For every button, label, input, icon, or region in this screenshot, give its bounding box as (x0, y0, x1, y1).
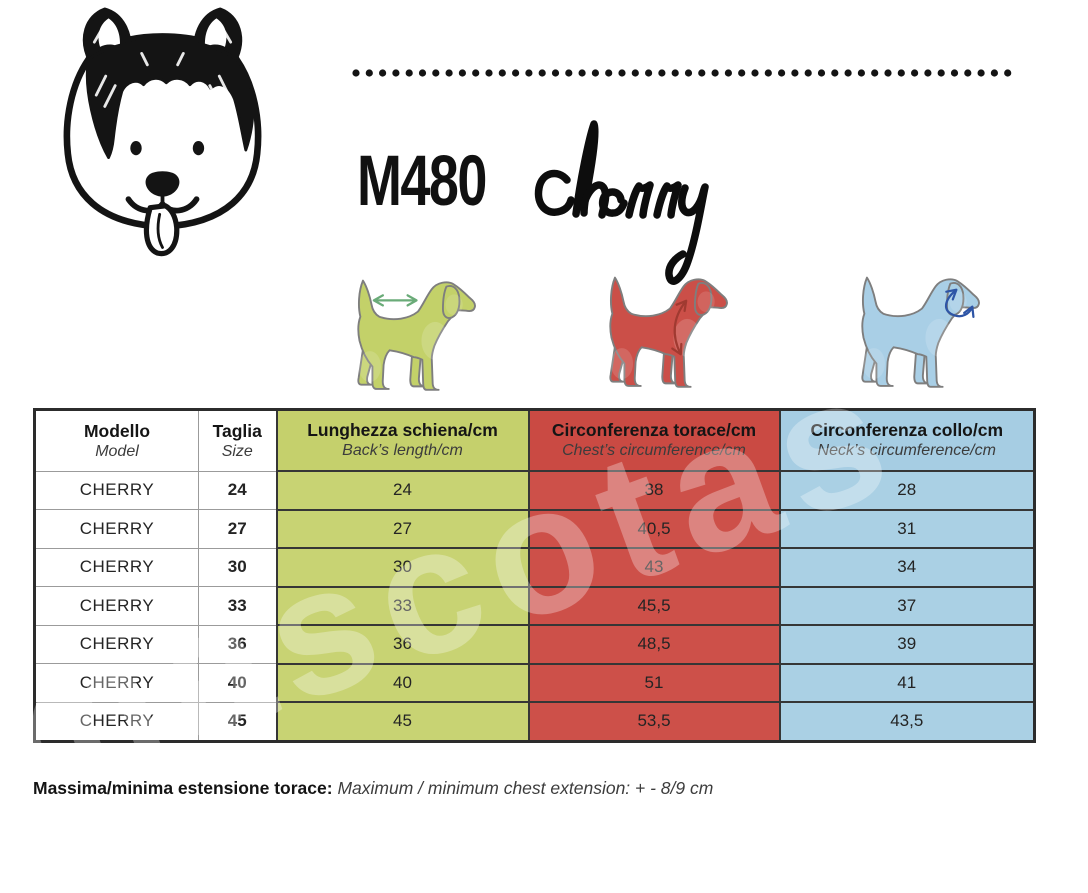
table-header-row: Modello Model Taglia Size Lunghezza schi… (34, 408, 1036, 472)
table-row: CHERRY 45 45 53,5 43,5 (34, 701, 1036, 742)
column-sublabel: Size (221, 442, 253, 460)
footnote-italian: Massima/minima estensione torace: (33, 778, 333, 798)
dog-back-length-icon (357, 279, 476, 391)
cell-size: 24 (198, 470, 277, 510)
column-sublabel: Chest’s circumference/cm (562, 442, 746, 460)
cell-chest-girth: 38 (527, 470, 781, 511)
cell-size: 27 (198, 509, 277, 549)
table-row: CHERRY 30 30 43 34 (34, 547, 1036, 588)
cell-back-length: 30 (275, 547, 530, 588)
footnote: Massima/minima estensione torace: Maximu… (33, 778, 713, 799)
cell-model: CHERRY (34, 547, 199, 587)
cell-back-length: 36 (275, 624, 530, 665)
cell-back-length: 40 (275, 662, 530, 703)
column-sublabel: Model (95, 442, 139, 460)
product-code: M480 (357, 142, 487, 221)
cell-model: CHERRY (34, 470, 199, 510)
cell-neck-girth: 34 (778, 547, 1036, 588)
column-label: Taglia (212, 420, 262, 441)
table-row: CHERRY 24 24 38 28 (34, 470, 1036, 511)
column-label: Lunghezza schiena/cm (307, 420, 498, 441)
cell-back-length: 45 (275, 701, 530, 742)
column-label: Circonferenza torace/cm (551, 420, 757, 441)
dotted-divider-icon (352, 69, 1024, 77)
cell-neck-girth: 43,5 (778, 701, 1036, 742)
cell-back-length: 27 (275, 508, 530, 549)
table-row: CHERRY 40 40 51 41 (34, 662, 1036, 703)
cell-chest-girth: 45,5 (527, 585, 781, 626)
cell-chest-girth: 51 (527, 662, 781, 703)
dog-neck-girth-icon (861, 276, 980, 388)
cell-chest-girth: 53,5 (527, 701, 781, 742)
husky-head-icon (63, 7, 262, 257)
column-sublabel: Neck’s circumference/cm (817, 442, 996, 460)
table-row: CHERRY 36 36 48,5 39 (34, 624, 1036, 665)
cell-model: CHERRY (34, 663, 199, 703)
column-sublabel: Back’s length/cm (342, 442, 463, 460)
footnote-english: Maximum / minimum chest extension: + - 8… (337, 778, 714, 798)
cell-model: CHERRY (34, 586, 199, 626)
cell-size: 40 (198, 663, 277, 703)
cell-neck-girth: 31 (778, 508, 1036, 549)
cell-neck-girth: 41 (778, 662, 1036, 703)
cell-model: CHERRY (34, 624, 199, 664)
column-label: Circonferenza collo/cm (810, 420, 1004, 441)
cell-size: 36 (198, 624, 277, 664)
size-table: Modello Model Taglia Size Lunghezza schi… (33, 408, 1036, 743)
cell-size: 33 (198, 586, 277, 626)
cell-size: 45 (198, 701, 277, 742)
header-cell-chest-girth: Circonferenza torace/cm Chest’s circumfe… (527, 408, 781, 472)
cell-model: CHERRY (34, 701, 199, 742)
cell-neck-girth: 28 (778, 470, 1036, 511)
column-label: Modello (83, 420, 151, 441)
header-cell-back-length: Lunghezza schiena/cm Back’s length/cm (275, 408, 530, 472)
cell-size: 30 (198, 547, 277, 587)
header-cell-modello: Modello Model (34, 409, 199, 472)
cell-chest-girth: 40,5 (527, 508, 781, 549)
cell-back-length: 33 (275, 585, 530, 626)
cell-neck-girth: 39 (778, 624, 1036, 665)
cell-back-length: 24 (275, 470, 530, 511)
cell-chest-girth: 48,5 (527, 624, 781, 665)
header-cell-taglia: Taglia Size (198, 409, 277, 472)
dog-chest-girth-icon (609, 276, 728, 388)
cell-neck-girth: 37 (778, 585, 1036, 626)
header-cell-neck-girth: Circonferenza collo/cm Neck’s circumfere… (778, 408, 1036, 472)
product-name-script-icon (534, 120, 709, 285)
table-row: CHERRY 27 27 40,5 31 (34, 508, 1036, 549)
table-row: CHERRY 33 33 45,5 37 (34, 585, 1036, 626)
cell-chest-girth: 43 (527, 547, 781, 588)
cell-model: CHERRY (34, 509, 199, 549)
